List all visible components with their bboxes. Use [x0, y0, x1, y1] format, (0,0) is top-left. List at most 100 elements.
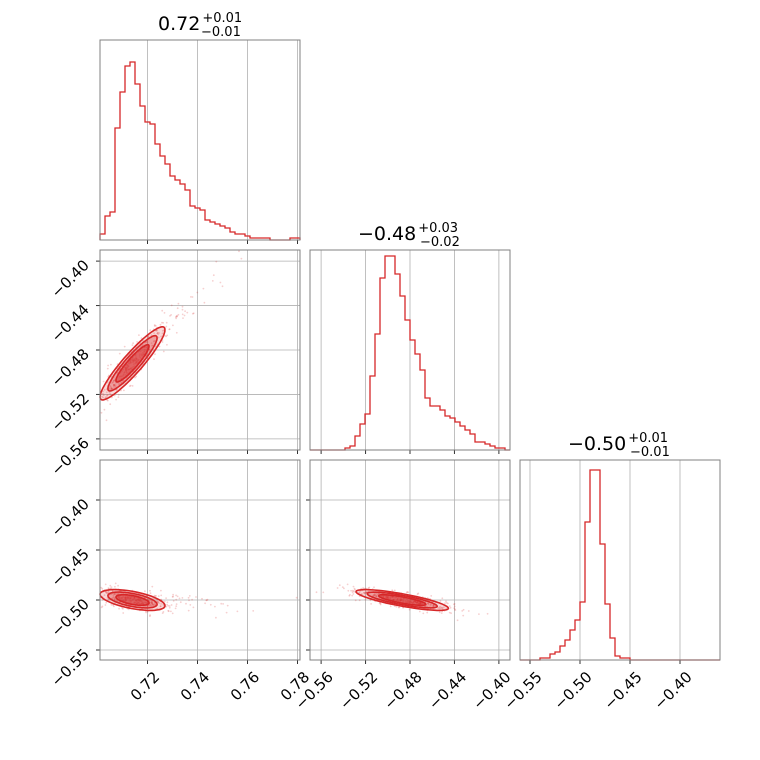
sample-point [187, 609, 190, 612]
sample-point [112, 604, 115, 607]
sample-point [166, 603, 169, 606]
title-p1-minus: −0.01 [201, 25, 241, 40]
sample-point [175, 603, 178, 605]
sample-point [204, 602, 207, 605]
sample-point [110, 586, 113, 588]
sample-point [161, 612, 164, 614]
sample-point [181, 308, 184, 311]
sample-point [461, 610, 464, 612]
sample-point [132, 342, 135, 345]
sample-point [429, 604, 432, 606]
sample-point [177, 302, 180, 305]
panel-hist-p2: −0.48 +0.03 −0.02 [309, 221, 511, 454]
sample-point [170, 314, 173, 316]
panel-hist-p1: 0.72 +0.01 −0.01 [99, 11, 301, 244]
sample-point [486, 612, 489, 615]
sample-point [163, 312, 166, 314]
sample-point [102, 396, 104, 399]
sample-point [441, 606, 444, 609]
sample-point [166, 601, 169, 604]
sample-point [110, 363, 112, 366]
sample-point [186, 311, 189, 314]
sample-point [113, 384, 115, 386]
sample-point [106, 592, 109, 594]
sample-point [201, 597, 203, 600]
sample-point [338, 584, 341, 587]
sample-point [113, 383, 115, 386]
sample-point [122, 380, 124, 382]
sample-point [100, 606, 103, 609]
x-tick-label: −0.45 [601, 668, 646, 713]
y-tick-label: −0.56 [48, 434, 93, 479]
sample-point [150, 334, 153, 337]
sample-point [407, 591, 410, 594]
sample-point [110, 387, 113, 390]
sample-point [162, 350, 165, 353]
sample-point [170, 610, 172, 613]
sample-point [336, 587, 339, 589]
sample-point [105, 591, 108, 594]
sample-point [426, 611, 429, 614]
y-tick-label: −0.45 [48, 545, 93, 590]
sample-point [440, 606, 443, 609]
panel-frame [99, 249, 301, 451]
sample-point [108, 391, 111, 394]
sample-point [361, 593, 364, 596]
sample-point [432, 605, 435, 608]
sample-point [220, 602, 223, 605]
sample-point [378, 592, 380, 595]
sample-point [453, 605, 456, 608]
sample-point [165, 321, 168, 324]
x-tick-label: −0.52 [336, 668, 381, 713]
sample-point [156, 329, 158, 332]
y-tick-label: −0.52 [48, 390, 93, 435]
sample-point [110, 388, 112, 391]
sample-point [149, 589, 151, 592]
sample-point [157, 600, 160, 603]
sample-point [151, 603, 154, 605]
sample-point [153, 340, 156, 342]
sample-point [161, 309, 164, 312]
sample-point [168, 605, 171, 607]
sample-point [161, 341, 164, 343]
sample-point [351, 594, 354, 597]
title-p3: −0.50 +0.01 [568, 431, 668, 455]
sample-point [192, 606, 195, 609]
sample-point [163, 600, 166, 603]
y-tick-label: −0.40 [48, 495, 93, 540]
sample-point [148, 603, 151, 606]
title-p2-minus: −0.02 [420, 235, 460, 250]
sample-point [181, 313, 184, 316]
sample-point [368, 586, 371, 589]
sample-point [367, 587, 370, 590]
sample-point [156, 332, 159, 335]
sample-point [187, 596, 190, 599]
sample-point [427, 602, 429, 605]
sample-point [154, 603, 157, 606]
sample-point [109, 393, 112, 395]
sample-point [134, 376, 136, 379]
sample-point [123, 389, 125, 392]
sample-point [109, 385, 112, 387]
sample-point [102, 390, 104, 393]
sample-point [375, 595, 378, 598]
sample-point [172, 595, 175, 598]
sample-point [238, 250, 240, 253]
histogram-p3 [520, 469, 720, 661]
sample-point [453, 603, 456, 605]
sample-point [122, 380, 125, 382]
sample-point [363, 591, 366, 594]
sample-point [175, 331, 178, 334]
x-tick-label: −0.48 [381, 668, 426, 713]
sample-point [167, 604, 170, 607]
sample-point [154, 353, 156, 356]
sample-point [351, 591, 354, 594]
panel-frame [519, 459, 721, 661]
sample-point [113, 598, 116, 601]
y-tick-label: −0.50 [48, 595, 93, 640]
sample-point [113, 384, 116, 387]
panel-joint-p1-p3 [96, 459, 301, 664]
sample-point [118, 607, 120, 610]
sample-point [103, 388, 106, 391]
sample-point [150, 601, 153, 604]
